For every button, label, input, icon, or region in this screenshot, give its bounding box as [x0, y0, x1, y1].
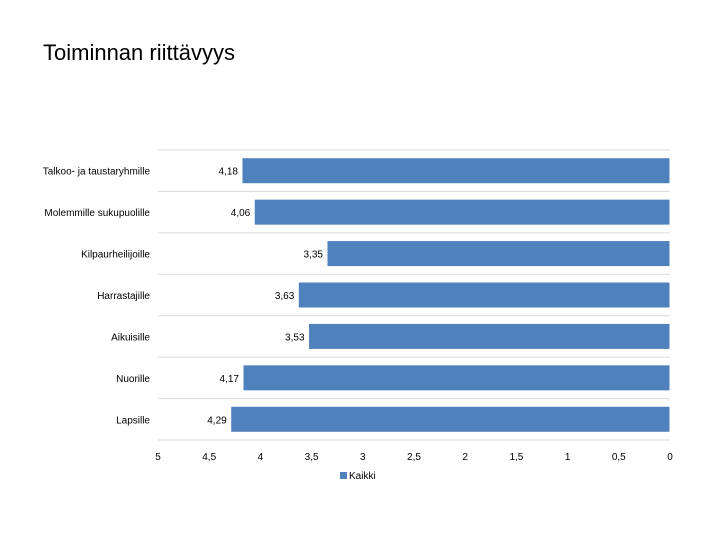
- x-tick-label: 1,5: [509, 452, 523, 463]
- category-label: Talkoo- ja taustaryhmille: [43, 167, 151, 178]
- legend-swatch: [340, 472, 347, 479]
- data-label: 3,35: [303, 250, 323, 261]
- category-label: Lapsille: [116, 415, 150, 426]
- data-label: 4,17: [220, 374, 240, 385]
- data-label: 3,53: [285, 332, 305, 343]
- category-label: Molemmille sukupuolille: [44, 208, 150, 219]
- bar: [253, 198, 671, 226]
- x-tick-label: 0,5: [612, 452, 626, 463]
- data-label: 4,18: [218, 167, 238, 178]
- category-label: Aikuisille: [111, 332, 150, 343]
- legend: Kaikki: [340, 471, 376, 482]
- x-tick-label: 1: [565, 452, 571, 463]
- data-label: 3,63: [275, 291, 295, 302]
- data-label: 4,29: [207, 415, 227, 426]
- legend-label: Kaikki: [349, 471, 376, 482]
- bars-layer: 4,18 Talkoo- ja taustaryhmille 4,06 Molemmi…: [43, 149, 671, 441]
- x-tick-label: 3: [360, 452, 366, 463]
- bar: [308, 322, 671, 350]
- data-label: 4,06: [231, 208, 251, 219]
- bar: [297, 281, 671, 309]
- x-tick-label: 4,5: [202, 452, 216, 463]
- x-tick-label: 5: [155, 452, 161, 463]
- x-tick-label: 3,5: [305, 452, 319, 463]
- bar: [326, 240, 671, 268]
- x-tick-label: 0: [667, 452, 673, 463]
- page-title: Toiminnan riittävyys: [43, 40, 235, 65]
- category-label: Nuorille: [116, 374, 150, 385]
- x-tick-label: 2: [462, 452, 468, 463]
- ticks-layer: 5 4,5 4 3,5 3 2,5 2 1,5 1 0,5 0: [155, 452, 673, 463]
- category-label: Harrastajille: [97, 291, 150, 302]
- bar: [242, 364, 671, 392]
- x-tick-label: 4: [258, 452, 264, 463]
- bar: [241, 157, 671, 185]
- category-label: Kilpaurheilijoille: [81, 250, 150, 261]
- x-tick-label: 2,5: [407, 452, 421, 463]
- bar: [230, 405, 671, 433]
